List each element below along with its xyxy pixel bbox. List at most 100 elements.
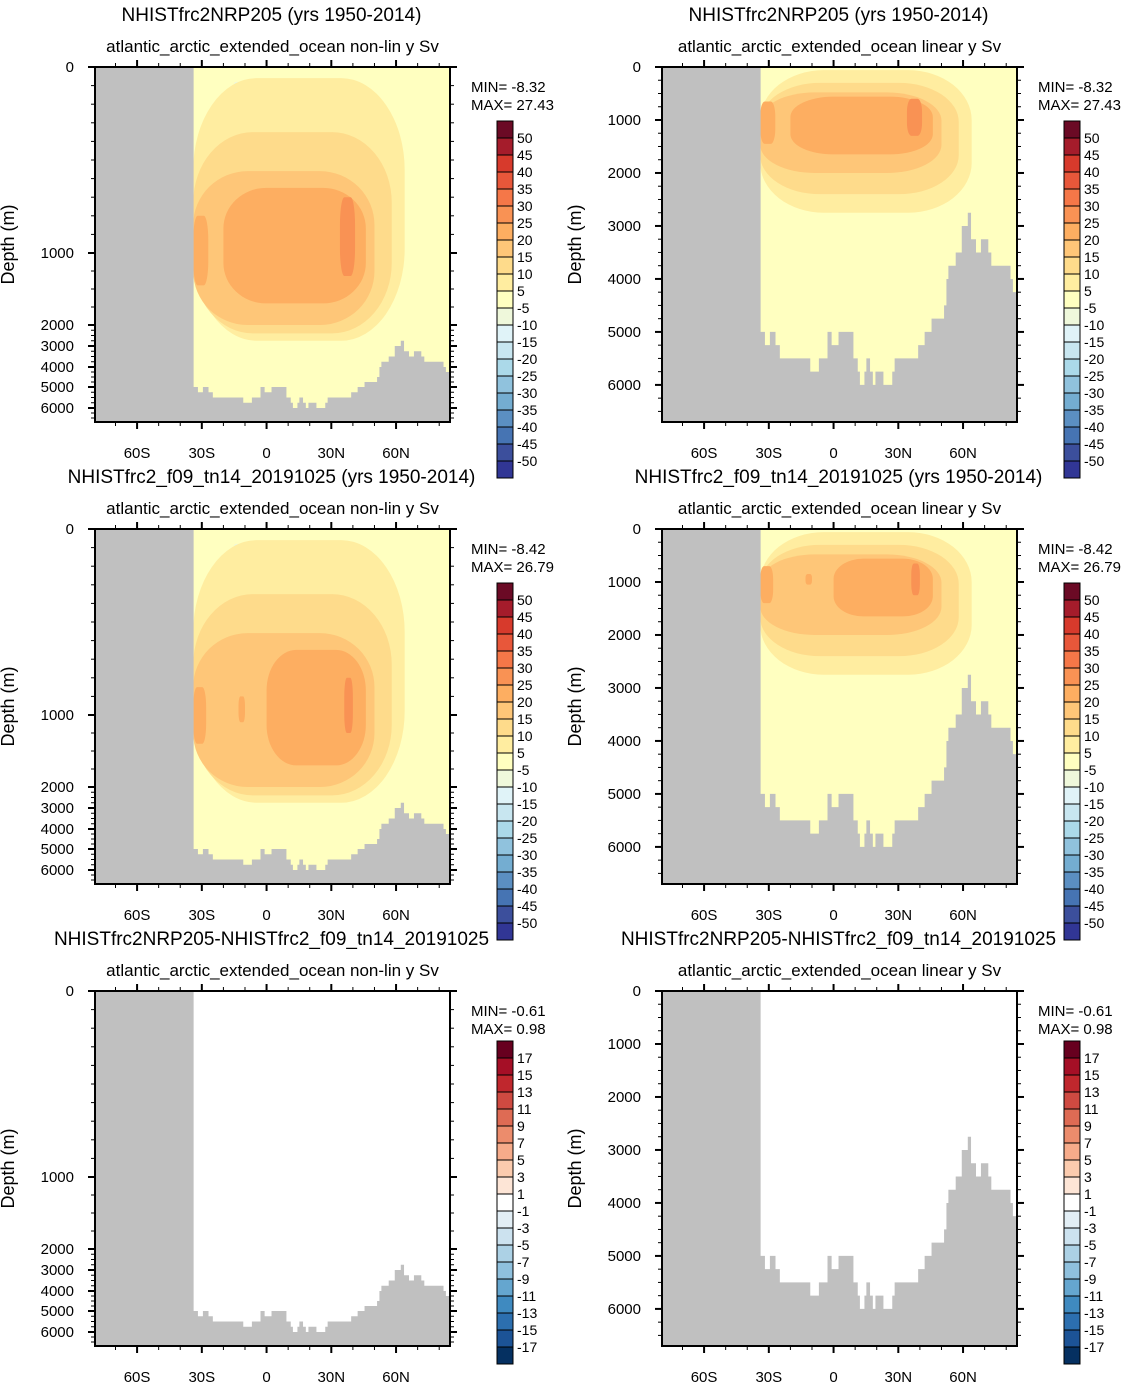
colorbar-box — [1063, 341, 1081, 360]
colorbar-label: -5 — [517, 762, 530, 778]
colorbar-label: -40 — [517, 881, 537, 897]
colorbar-box — [496, 324, 514, 343]
min-label: MIN= -8.32 — [1038, 79, 1113, 96]
colorbar-box — [496, 1040, 514, 1059]
bathymetry-land-mask — [95, 67, 450, 422]
x-tick-label: 60N — [382, 445, 410, 462]
panel-subtitle-left: atlantic_arctic_extended_ocean — [106, 37, 345, 56]
colorbar-label: -20 — [517, 813, 537, 829]
colorbar-label: 30 — [1084, 198, 1100, 214]
contour-region — [193, 215, 209, 286]
colorbar-box — [1063, 273, 1081, 292]
colorbar-box — [1063, 205, 1081, 224]
colorbar-label: -10 — [1084, 317, 1104, 333]
colorbar-label: 40 — [1084, 164, 1100, 180]
colorbar-box — [1063, 443, 1081, 462]
x-tick-label: 60S — [124, 1369, 151, 1386]
y-tick-label: 0 — [633, 521, 641, 538]
panel-subtitle: atlantic_arctic_extended_ocean non-lin y… — [106, 961, 439, 980]
y-tick-label: 4000 — [41, 821, 74, 838]
contour-region — [805, 574, 812, 585]
panel-subtitle-right: linear y Sv — [922, 499, 1002, 518]
colorbar-box — [1063, 1227, 1081, 1246]
y-tick-label: 6000 — [608, 1301, 641, 1318]
colorbar-box — [1063, 803, 1081, 822]
y-axis-label: Depth (m) — [565, 1128, 585, 1208]
panel-title: NHISTfrc2NRP205-NHISTfrc2_f09_tn14_20191… — [621, 929, 1056, 950]
colorbar-box — [1063, 1125, 1081, 1144]
colorbar-label: 10 — [1084, 266, 1100, 282]
colorbar-box — [496, 154, 514, 173]
contour-region — [911, 563, 920, 596]
x-tick-label: 60S — [691, 907, 718, 924]
x-tick-label: 30N — [885, 1369, 913, 1386]
colorbar-label: 3 — [1084, 1169, 1092, 1185]
colorbar-label: -25 — [1084, 830, 1104, 846]
y-axis-label: Depth (m) — [0, 204, 18, 284]
max-label: MAX= 27.43 — [471, 97, 554, 114]
colorbar-box — [496, 1227, 514, 1246]
colorbar-label: -10 — [517, 779, 537, 795]
x-tick-label: 60S — [691, 1369, 718, 1386]
colorbar-label: 35 — [517, 181, 533, 197]
colorbar-label: 5 — [517, 1152, 525, 1168]
colorbar-box — [1063, 701, 1081, 720]
colorbar-box — [496, 256, 514, 275]
x-tick-label: 60N — [382, 1369, 410, 1386]
colorbar-label: 5 — [1084, 283, 1092, 299]
panel-subtitle-right: linear y Sv — [922, 961, 1002, 980]
colorbar-box — [496, 222, 514, 241]
colorbar-box — [1063, 633, 1081, 652]
colorbar-box — [496, 701, 514, 720]
x-tick-label: 30N — [318, 1369, 346, 1386]
colorbar-box — [1063, 667, 1081, 686]
colorbar-label: 25 — [1084, 215, 1100, 231]
colorbar-label: 13 — [517, 1084, 533, 1100]
panel-subtitle: atlantic_arctic_extended_ocean non-lin y… — [106, 37, 439, 56]
contour-panel: NHISTfrc2NRP205 (yrs 1950-2014) atlantic_… — [565, 5, 1121, 479]
y-tick-label: 5000 — [41, 841, 74, 858]
colorbar-label: -17 — [517, 1339, 537, 1355]
colorbar-label: 30 — [517, 660, 533, 676]
colorbar-label: 1 — [517, 1186, 525, 1202]
colorbar-label: 40 — [1084, 626, 1100, 642]
colorbar-box — [1063, 460, 1081, 479]
colorbar-label: -17 — [1084, 1339, 1104, 1355]
colorbar-box — [496, 752, 514, 771]
x-tick-label: 0 — [262, 907, 270, 924]
bathymetry-land-mask — [95, 529, 450, 884]
colorbar-label: -5 — [1084, 1237, 1097, 1253]
colorbar-box — [1063, 409, 1081, 428]
x-tick-label: 60N — [382, 907, 410, 924]
colorbar-label: 30 — [1084, 660, 1100, 676]
colorbar-label: 25 — [1084, 677, 1100, 693]
colorbar-label: 50 — [1084, 592, 1100, 608]
plot-frame — [94, 66, 451, 423]
colorbar-label: -25 — [517, 830, 537, 846]
colorbar-box — [1063, 1346, 1081, 1365]
colorbar-label: 9 — [517, 1118, 525, 1134]
x-tick-label: 60S — [124, 907, 151, 924]
colorbar-label: 25 — [517, 677, 533, 693]
colorbar-box — [1063, 616, 1081, 635]
colorbar-box — [1063, 650, 1081, 669]
y-tick-label: 6000 — [608, 377, 641, 394]
colorbar-box — [496, 1091, 514, 1110]
colorbar-label: -40 — [1084, 419, 1104, 435]
colorbar-label: 20 — [517, 232, 533, 248]
y-tick-label: 0 — [66, 983, 74, 1000]
colorbar-box — [496, 1210, 514, 1229]
colorbar-label: -30 — [517, 847, 537, 863]
colorbar-box — [496, 837, 514, 856]
colorbar-box — [1063, 1108, 1081, 1127]
y-tick-label: 3000 — [41, 1262, 74, 1279]
panel-title: NHISTfrc2_f09_tn14_20191025 (yrs 1950-20… — [68, 467, 476, 488]
colorbar-label: 35 — [1084, 181, 1100, 197]
colorbar-label: 11 — [517, 1101, 532, 1117]
panel-subtitle-right: linear y Sv — [922, 37, 1002, 56]
max-label: MAX= 0.98 — [471, 1021, 546, 1038]
contour-region — [339, 197, 356, 277]
y-tick-label: 0 — [633, 59, 641, 76]
colorbar-box — [496, 1329, 514, 1348]
colorbar-label: -30 — [517, 385, 537, 401]
